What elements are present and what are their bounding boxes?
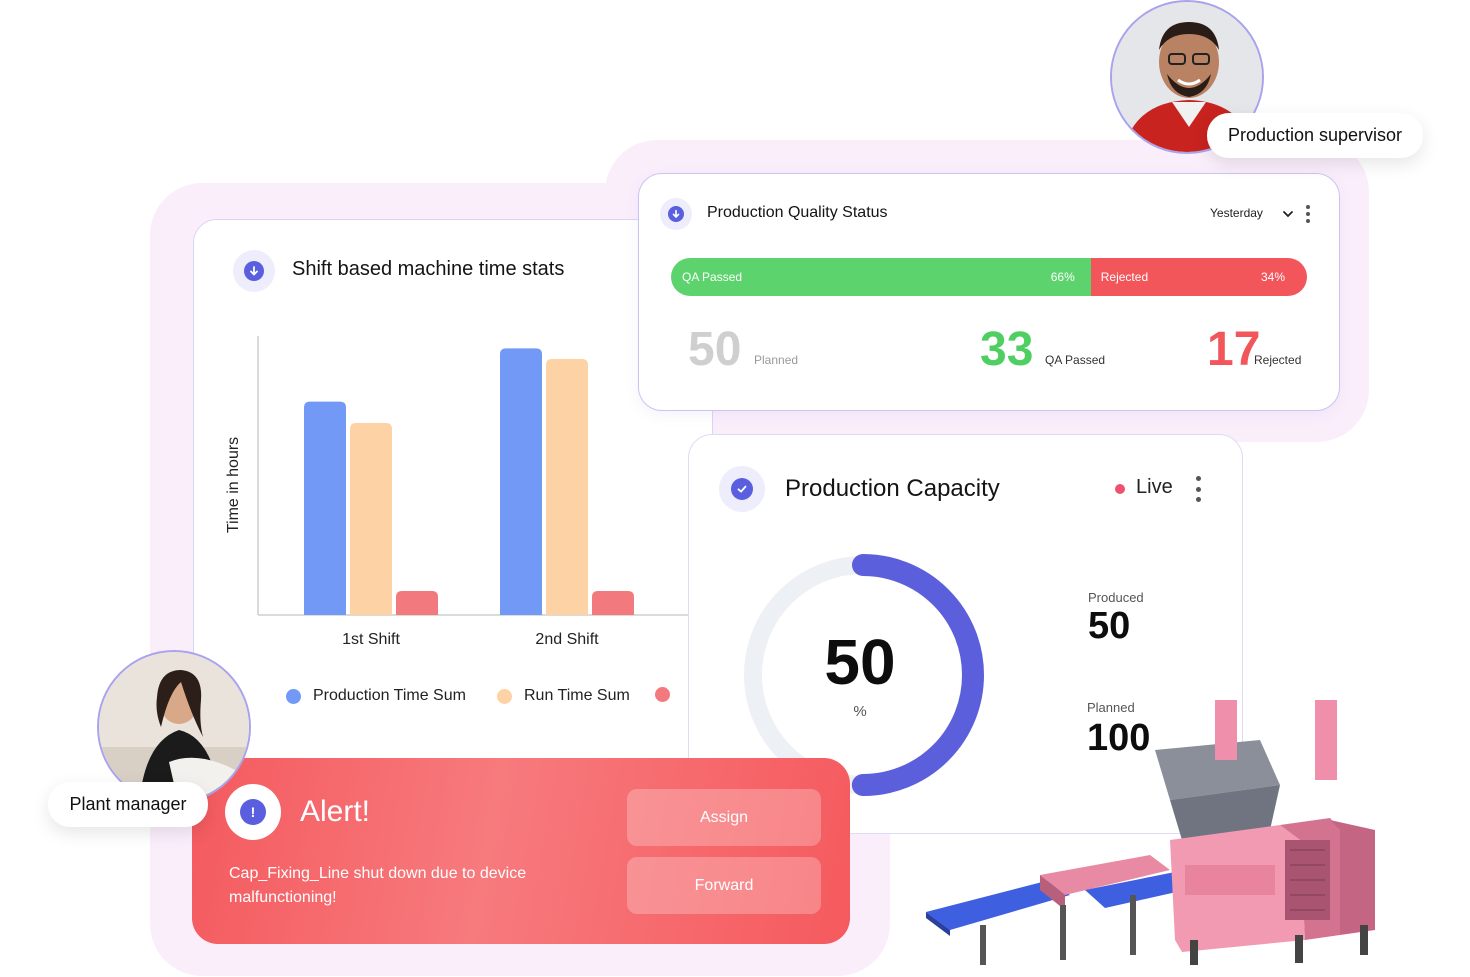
alert-title: Alert! bbox=[300, 795, 371, 828]
shift-bar-chart: Time in hours 1st Shift 2nd Shift bbox=[225, 336, 688, 648]
plant-manager-avatar bbox=[97, 650, 251, 804]
bar-1-2 bbox=[350, 423, 392, 615]
assign-button[interactable]: Assign bbox=[627, 789, 821, 846]
legend-run-time[interactable]: Run Time Sum bbox=[497, 687, 630, 705]
chevron-down-icon[interactable] bbox=[1282, 209, 1294, 219]
planned-count-label: Planned bbox=[754, 353, 799, 367]
planned-count: 50 bbox=[688, 323, 742, 376]
quality-more-icon[interactable] bbox=[1305, 205, 1311, 223]
legend-label-run: Run Time Sum bbox=[524, 687, 630, 704]
qa-passed-count-label: QA Passed bbox=[1045, 353, 1106, 367]
quality-download-icon-wrap[interactable] bbox=[660, 198, 692, 230]
rejected-count-label: Rejected bbox=[1254, 353, 1302, 367]
rejected-count: 17 bbox=[1207, 323, 1261, 376]
production-machine-illustration bbox=[926, 700, 1375, 965]
qa-passed-count: 33 bbox=[980, 323, 1034, 376]
planned-value: 100 bbox=[1087, 717, 1151, 759]
download-icon bbox=[668, 206, 684, 222]
alert-banner bbox=[192, 758, 850, 944]
download-icon bbox=[244, 261, 264, 281]
exclamation-icon: ! bbox=[240, 799, 266, 825]
y-axis-label: Time in hours bbox=[225, 437, 242, 533]
alert-message: Cap_Fixing_Line shut down due to device … bbox=[229, 865, 527, 906]
legend-swatch-third bbox=[655, 687, 670, 702]
qa-passed-bar-label: QA Passed bbox=[682, 270, 743, 284]
produced-value: 50 bbox=[1088, 605, 1131, 647]
alert-icon-wrap: ! bbox=[225, 784, 281, 840]
legend-swatch-run bbox=[497, 688, 512, 704]
shift-download-icon-wrap[interactable] bbox=[233, 250, 275, 292]
supervisor-role-label: Production supervisor bbox=[1207, 113, 1423, 158]
bar-1-1 bbox=[304, 401, 346, 615]
bar-2-1 bbox=[500, 348, 542, 615]
quality-card-title: Production Quality Status bbox=[707, 204, 888, 221]
produced-label: Produced bbox=[1088, 590, 1144, 605]
bar-1-3 bbox=[396, 591, 438, 615]
rejected-segment: Rejected 34% bbox=[1090, 258, 1307, 296]
donut-progress-arc bbox=[742, 554, 984, 796]
quality-progress-bar: QA Passed 66% Rejected 34% bbox=[671, 258, 1307, 296]
rejected-bar-label: Rejected bbox=[1100, 270, 1149, 284]
rejected-bar-pct: 34% bbox=[1260, 270, 1285, 284]
check-circle-icon bbox=[731, 478, 753, 500]
live-indicator-dot bbox=[1115, 484, 1125, 494]
shift-stats-card bbox=[193, 219, 713, 764]
capacity-check-icon-wrap[interactable] bbox=[719, 466, 765, 512]
planned-label: Planned bbox=[1087, 700, 1135, 715]
qa-passed-segment: QA Passed 66% bbox=[671, 258, 1091, 296]
x-tick-label: 1st Shift bbox=[342, 631, 400, 648]
shift-card-title: Shift based machine time stats bbox=[292, 258, 565, 280]
qa-passed-bar-pct: 66% bbox=[1050, 270, 1075, 284]
bar-2-3 bbox=[592, 591, 634, 615]
legend-production-time[interactable]: Production Time Sum bbox=[286, 687, 466, 705]
legend-swatch-production bbox=[286, 688, 301, 704]
bar-2-2 bbox=[546, 359, 588, 615]
live-status-label: Live bbox=[1136, 476, 1173, 498]
legend-label-production: Production Time Sum bbox=[313, 687, 466, 704]
capacity-donut-chart bbox=[742, 554, 984, 796]
capacity-percent-unit: % bbox=[853, 703, 867, 720]
date-range-select[interactable]: Yesterday bbox=[1210, 206, 1263, 220]
x-tick-label: 2nd Shift bbox=[535, 631, 599, 648]
capacity-percent-value: 50 bbox=[824, 626, 896, 698]
legend-third-series[interactable] bbox=[655, 687, 682, 702]
plant-manager-role-label: Plant manager bbox=[48, 782, 208, 827]
capacity-card-title: Production Capacity bbox=[785, 475, 1000, 502]
forward-button[interactable]: Forward bbox=[627, 857, 821, 914]
capacity-more-icon[interactable] bbox=[1195, 476, 1201, 502]
